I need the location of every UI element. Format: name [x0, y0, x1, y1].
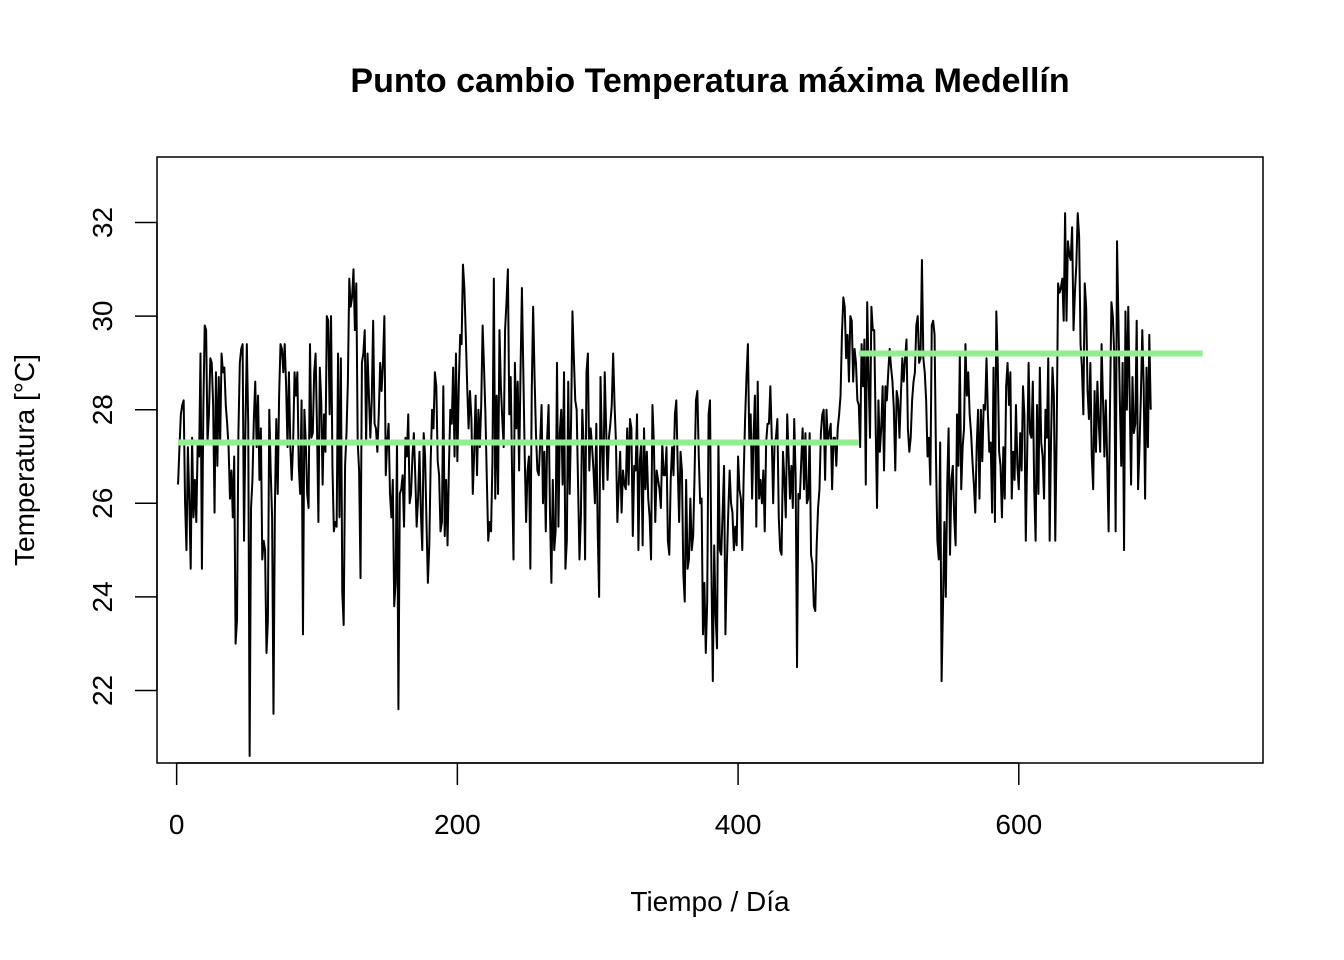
y-tick-label: 30	[87, 301, 118, 332]
temperature-series-line	[177, 212, 1152, 757]
y-tick-label: 28	[87, 394, 118, 425]
y-tick-label: 32	[87, 207, 118, 238]
x-tick-label: 0	[169, 809, 185, 840]
y-tick-label: 24	[87, 581, 118, 612]
x-axis-label: Tiempo / Día	[630, 886, 790, 917]
y-tick-label: 22	[87, 675, 118, 706]
plot-frame	[156, 156, 1264, 764]
x-tick-label: 400	[715, 809, 762, 840]
x-tick-label: 200	[434, 809, 481, 840]
chart-title: Punto cambio Temperatura máxima Medellín	[350, 62, 1069, 100]
plot-area	[177, 212, 1203, 757]
y-tick-label: 26	[87, 488, 118, 519]
x-tick-label: 600	[995, 809, 1042, 840]
y-axis-label: Temperatura [°C]	[9, 354, 40, 566]
